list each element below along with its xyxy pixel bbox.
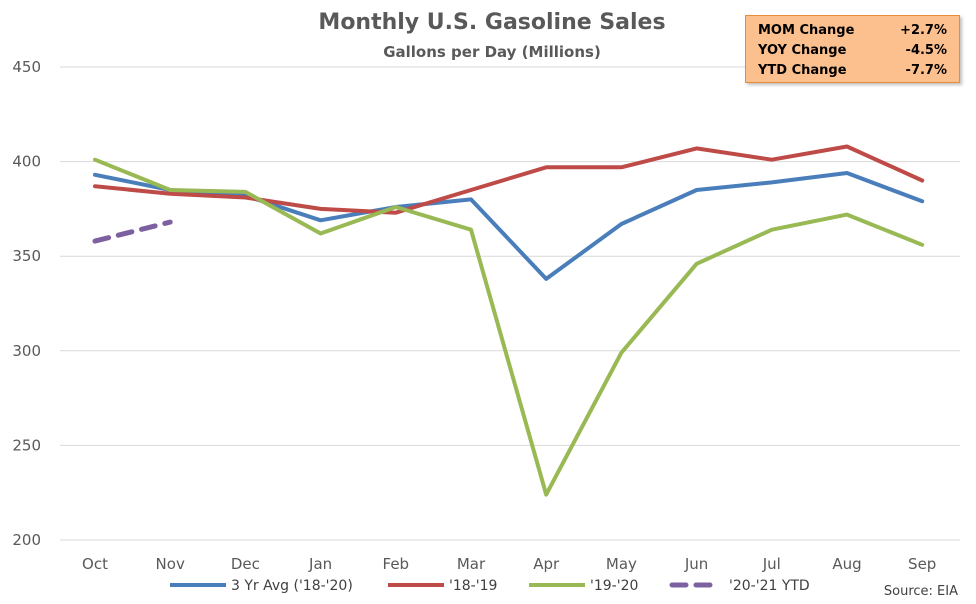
gridlines: [60, 66, 960, 541]
x-axis-ticks: Oct Nov Dec Jan Feb Mar Apr May Jun Jul Aug Sep: [82, 555, 936, 573]
x-tick-label: Sep: [908, 555, 936, 573]
chart-subtitle: Gallons per Day (Millions): [383, 43, 601, 61]
stats-box: MOM Change +2.7% YOY Change -4.5% YTD Ch…: [745, 15, 960, 83]
series-line-3: [92, 219, 173, 244]
series-line-0: [93, 171, 925, 281]
series-lines: [92, 144, 925, 497]
source-note: Source: EIA: [884, 584, 958, 599]
stats-value: -4.5%: [905, 43, 947, 58]
stats-value: +2.7%: [900, 23, 947, 38]
y-tick-label: 400: [12, 153, 41, 171]
series-line-1: [93, 144, 925, 215]
chart-title: Monthly U.S. Gasoline Sales: [318, 10, 665, 35]
series-line-2: [93, 157, 925, 497]
legend-label: 3 Yr Avg ('18-'20): [231, 578, 353, 594]
x-tick-label: Oct: [82, 555, 108, 573]
legend: 3 Yr Avg ('18-'20) '18-'19 '19-'20 '20-'21 …: [170, 578, 810, 594]
x-tick-label: Dec: [231, 555, 260, 573]
y-axis-ticks: 200 250 300 350 400 450: [12, 58, 41, 549]
x-tick-label: Aug: [832, 555, 861, 573]
stats-label: YOY Change: [758, 43, 847, 58]
y-tick-label: 450: [12, 58, 41, 76]
stats-row-ytd: YTD Change -7.7%: [758, 63, 947, 83]
y-tick-label: 250: [12, 436, 41, 454]
stats-label: YTD Change: [758, 63, 847, 78]
y-tick-label: 200: [12, 531, 41, 549]
x-tick-label: Jun: [684, 555, 708, 573]
y-tick-label: 300: [12, 342, 41, 360]
x-tick-label: Mar: [457, 555, 486, 573]
x-tick-label: Nov: [156, 555, 185, 573]
x-tick-label: Jul: [762, 555, 781, 573]
stats-row-mom: MOM Change +2.7%: [758, 23, 947, 43]
stats-label: MOM Change: [758, 23, 855, 38]
stats-value: -7.7%: [905, 63, 947, 78]
x-tick-label: Apr: [533, 555, 560, 573]
legend-label: '18-'19: [449, 578, 497, 594]
legend-label: '20-'21 YTD: [729, 578, 810, 594]
legend-label: '19-'20: [590, 578, 638, 594]
stats-row-yoy: YOY Change -4.5%: [758, 43, 947, 63]
x-tick-label: Jan: [308, 555, 332, 573]
x-tick-label: May: [606, 555, 637, 573]
x-tick-label: Feb: [383, 555, 410, 573]
y-tick-label: 350: [12, 247, 41, 265]
